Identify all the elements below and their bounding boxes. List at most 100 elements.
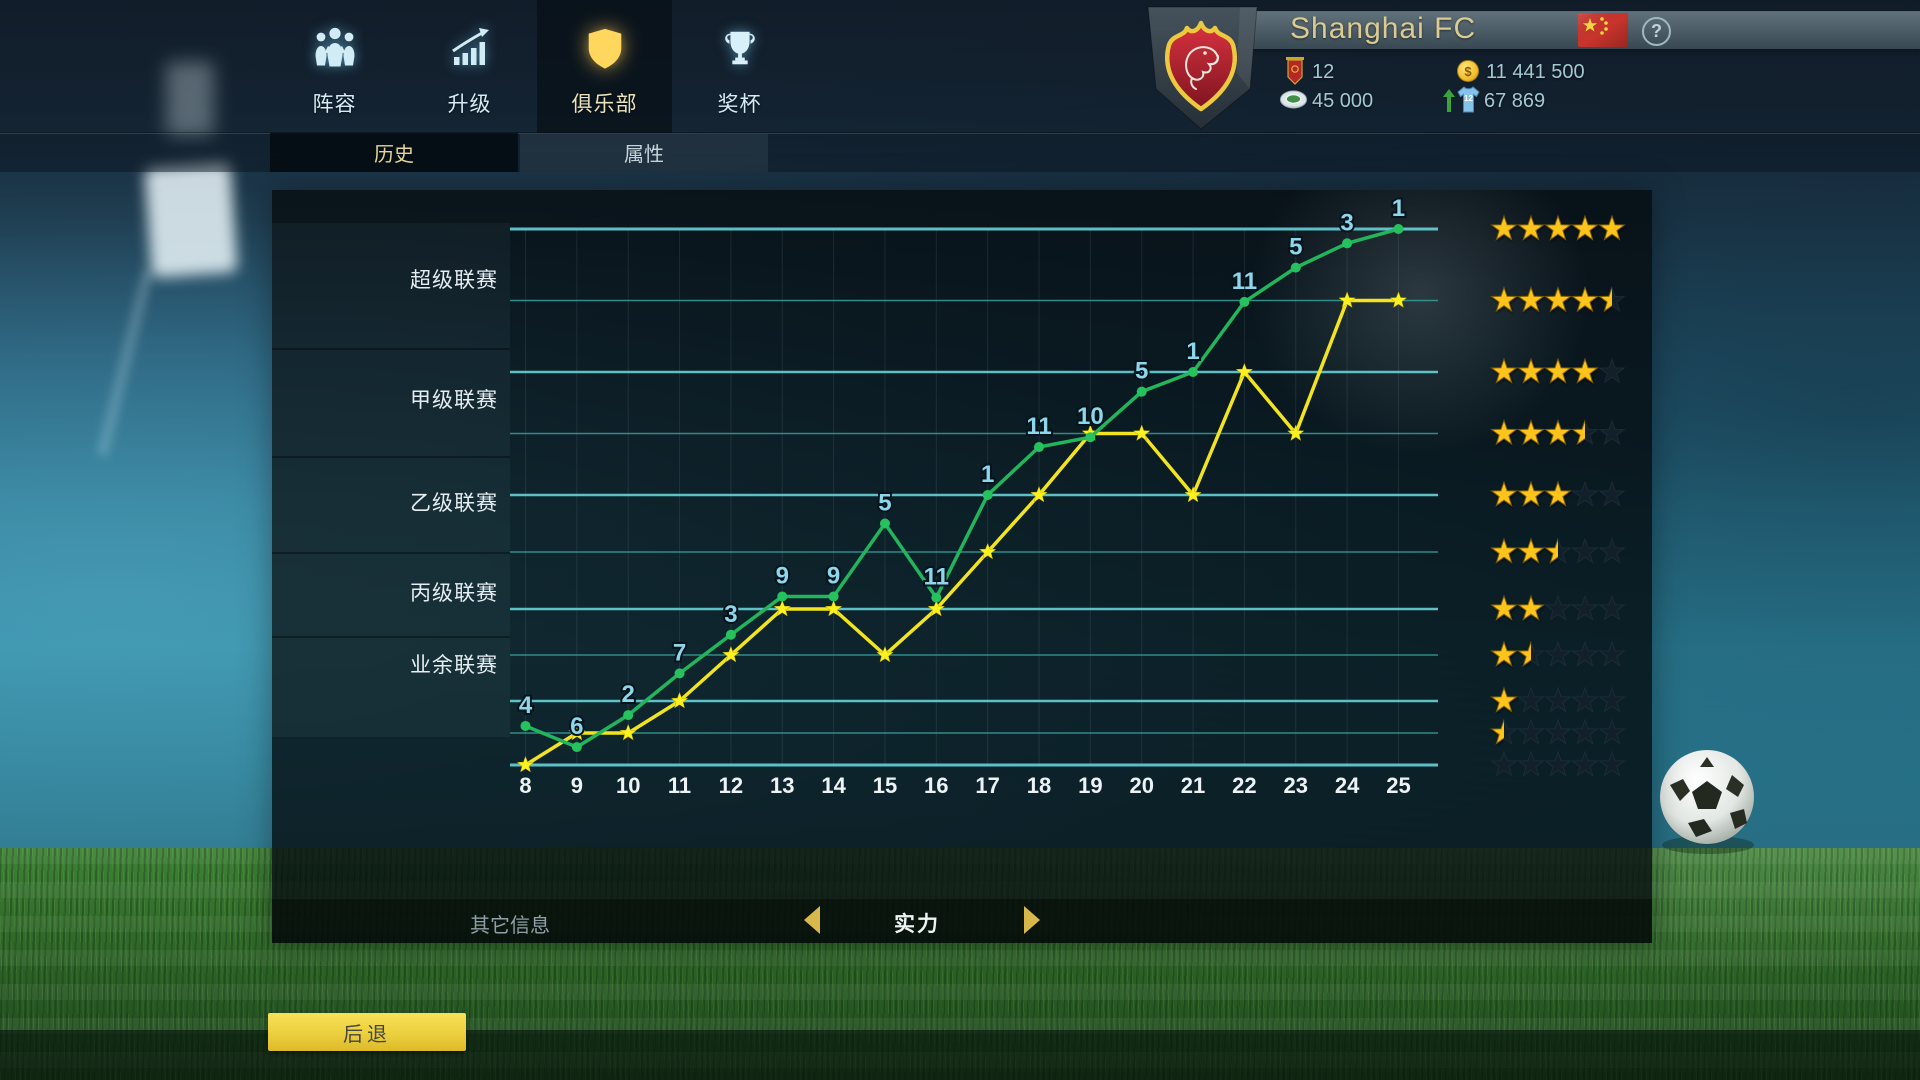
point-value-label: 9 [827, 562, 840, 589]
x-tick-label: 9 [571, 773, 583, 798]
point-value-label: 3 [1340, 209, 1353, 236]
back-button[interactable]: 后退 [268, 1013, 466, 1051]
tab-squad-label: 阵容 [312, 93, 357, 116]
x-tick-label: 13 [770, 773, 794, 798]
carousel-left-arrow-button[interactable] [804, 906, 834, 936]
right-arrow-icon [1024, 906, 1040, 934]
x-tick-label: 8 [519, 773, 531, 798]
tier-label: 业余联赛 [410, 654, 498, 677]
tab-squad[interactable]: 阵容 [267, 0, 402, 133]
x-tick-label: 12 [719, 773, 743, 798]
point-value-label: 2 [622, 681, 635, 708]
star-rating-row [1490, 640, 1626, 667]
x-tick-label: 19 [1078, 773, 1102, 798]
x-tick-label: 11 [668, 773, 691, 798]
tab-trophy-label: 奖杯 [717, 93, 762, 116]
star-rating-row [1490, 537, 1626, 564]
star-rating-row [1490, 686, 1626, 713]
stadium-capacity: 45 000 [1312, 90, 1374, 112]
point-value-label: 11 [1026, 413, 1051, 440]
floodlight-glow-icon [166, 62, 214, 136]
x-tick-label: 16 [924, 773, 948, 798]
svg-text:$: $ [1464, 64, 1472, 79]
point-value-label: 6 [570, 713, 583, 740]
point-value-label: 5 [878, 490, 891, 517]
carousel-right-arrow-button[interactable] [1024, 906, 1054, 936]
star-rating-row [1490, 357, 1626, 384]
back-button-label: 后退 [343, 1023, 391, 1046]
x-tick-label: 10 [616, 773, 640, 798]
tier-label: 超级联赛 [410, 269, 498, 292]
club-history-panel: 超级联赛 甲级联赛 乙级联赛 丙级联赛 业余联赛 4 6 2 7 3 9 9 5 11 1 11 10 5 1 11 5… [272, 190, 1652, 943]
sub-tab-history[interactable]: 历史 [270, 133, 518, 172]
floodlight-glow-icon [144, 162, 238, 278]
up-arrow-icon [1443, 89, 1455, 112]
x-axis-labels: 8 9 10 11 12 13 14 15 16 17 18 19 20 21 22 23 24 25 [519, 773, 1410, 798]
star-rating-row [1490, 214, 1626, 241]
star-rating-axis [1490, 214, 1626, 777]
club-crest-icon [1147, 6, 1258, 130]
carousel-current-label: 实力 [894, 913, 940, 936]
help-label: ? [1651, 21, 1662, 41]
series-yellow [516, 291, 1408, 773]
point-value-label: 10 [1077, 403, 1104, 430]
coins-amount: 11 441 500 [1486, 61, 1585, 83]
x-tick-label: 23 [1284, 773, 1308, 798]
help-button[interactable]: ? [1642, 17, 1671, 46]
jersey-badge-number: 12 [1464, 94, 1473, 103]
tab-upgrade-label: 升级 [447, 93, 492, 116]
tab-club-label: 俱乐部 [571, 93, 638, 116]
point-value-label: 1 [981, 461, 994, 488]
sub-tab-attributes[interactable]: 属性 [520, 133, 768, 172]
star-rating-row [1490, 480, 1626, 507]
point-value-label: 5 [1289, 234, 1302, 261]
tier-label: 乙级联赛 [410, 492, 498, 515]
left-arrow-icon [804, 906, 820, 934]
star-rating-row [1490, 594, 1626, 621]
x-tick-label: 15 [873, 773, 897, 798]
x-tick-label: 20 [1129, 773, 1153, 798]
club-name: Shanghai FC [1290, 12, 1477, 45]
x-tick-label: 22 [1232, 773, 1256, 798]
point-value-label: 1 [1392, 195, 1405, 222]
chart-carousel-bar: 其它信息 实力 [272, 898, 1652, 943]
x-tick-label: 24 [1335, 773, 1360, 798]
x-tick-label: 18 [1027, 773, 1051, 798]
star-rating-row [1490, 750, 1626, 777]
sub-tab-attributes-label: 属性 [624, 144, 664, 166]
tab-club[interactable]: 俱乐部 [537, 0, 672, 133]
soccer-ball-icon [1660, 750, 1754, 854]
star-rating-row [1490, 285, 1626, 313]
carousel-prev-label[interactable]: 其它信息 [470, 915, 550, 937]
point-value-label: 11 [924, 564, 949, 591]
stadium-icon [1280, 90, 1307, 109]
x-tick-label: 14 [821, 773, 846, 798]
pennant-icon [1286, 57, 1304, 85]
pennant-count: 12 [1312, 61, 1335, 83]
coin-icon: $ [1457, 60, 1479, 82]
point-value-label: 9 [776, 562, 789, 589]
star-gridlines [510, 227, 1438, 767]
point-value-label: 7 [673, 639, 686, 666]
tier-label: 丙级联赛 [410, 582, 498, 605]
tab-trophy[interactable]: 奖杯 [672, 0, 807, 133]
squad-people-icon [309, 22, 361, 74]
sub-tab-history-label: 历史 [374, 144, 414, 166]
point-value-label: 11 [1232, 268, 1257, 295]
tab-upgrade[interactable]: 升级 [402, 0, 537, 133]
point-value-label: 5 [1135, 358, 1148, 385]
tier-label: 甲级联赛 [410, 389, 498, 412]
point-value-label: 4 [519, 692, 533, 719]
star-rating-row [1490, 718, 1626, 745]
club-shield-icon [578, 22, 631, 74]
point-value-label: 3 [724, 601, 737, 628]
china-flag-icon [1578, 13, 1628, 47]
trophy-icon [714, 22, 766, 74]
jersey-count: 67 869 [1484, 90, 1546, 112]
star-rating-row [1490, 418, 1626, 446]
x-tick-label: 17 [975, 773, 999, 798]
